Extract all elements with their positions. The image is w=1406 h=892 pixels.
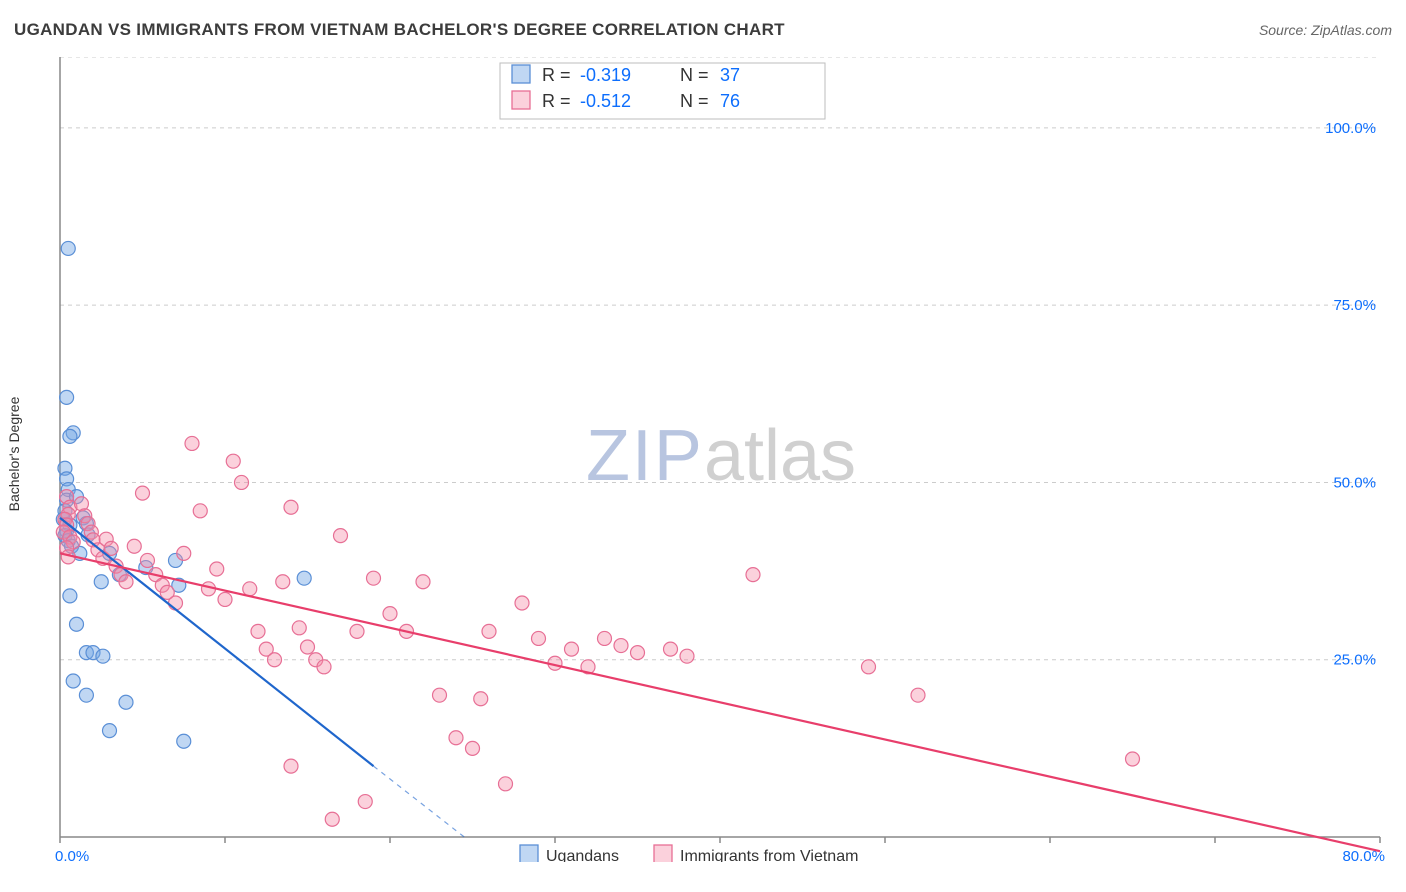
svg-text:0.0%: 0.0% — [55, 848, 89, 862]
data-point — [350, 624, 364, 638]
data-point — [631, 646, 645, 660]
data-point — [284, 759, 298, 773]
data-point — [235, 475, 249, 489]
data-point — [119, 575, 133, 589]
svg-text:N =: N = — [680, 65, 709, 85]
scatter-chart: 0.0%80.0%25.0%50.0%75.0%100.0%R =-0.319N… — [50, 57, 1392, 862]
data-point — [565, 642, 579, 656]
data-point — [334, 529, 348, 543]
data-point — [63, 589, 77, 603]
data-point — [79, 688, 93, 702]
data-point — [103, 724, 117, 738]
data-point — [127, 539, 141, 553]
data-point — [358, 795, 372, 809]
data-point — [268, 653, 282, 667]
trend-line — [60, 553, 1380, 851]
data-point — [284, 500, 298, 514]
svg-text:75.0%: 75.0% — [1333, 297, 1376, 314]
data-point — [292, 621, 306, 635]
data-point — [532, 631, 546, 645]
data-point — [297, 571, 311, 585]
data-point — [61, 241, 75, 255]
y-axis-label: Bachelor's Degree — [6, 397, 22, 512]
data-point — [119, 695, 133, 709]
data-point — [317, 660, 331, 674]
data-point — [746, 568, 760, 582]
data-point — [862, 660, 876, 674]
svg-text:R =: R = — [542, 91, 571, 111]
data-point — [482, 624, 496, 638]
data-point — [66, 674, 80, 688]
svg-text:-0.319: -0.319 — [580, 65, 631, 85]
data-point — [301, 640, 315, 654]
data-point — [664, 642, 678, 656]
data-point — [367, 571, 381, 585]
svg-text:25.0%: 25.0% — [1333, 652, 1376, 669]
legend-label: Ugandans — [546, 848, 619, 862]
data-point — [193, 504, 207, 518]
chart-container: ZIPatlas 0.0%80.0%25.0%50.0%75.0%100.0%R… — [50, 57, 1392, 862]
data-point — [177, 734, 191, 748]
data-point — [251, 624, 265, 638]
data-point — [210, 562, 224, 576]
data-point — [598, 631, 612, 645]
data-point — [63, 429, 77, 443]
legend-swatch — [520, 845, 538, 862]
svg-text:50.0%: 50.0% — [1333, 474, 1376, 491]
data-point — [449, 731, 463, 745]
data-point — [226, 454, 240, 468]
data-point — [94, 575, 108, 589]
data-point — [140, 553, 154, 567]
data-point — [416, 575, 430, 589]
trend-line-extrapolated — [374, 766, 465, 837]
data-point — [474, 692, 488, 706]
svg-text:R =: R = — [542, 65, 571, 85]
data-point — [243, 582, 257, 596]
data-point — [60, 390, 74, 404]
data-point — [911, 688, 925, 702]
svg-text:N =: N = — [680, 91, 709, 111]
data-point — [614, 639, 628, 653]
legend-label: Immigrants from Vietnam — [680, 848, 858, 862]
data-point — [136, 486, 150, 500]
legend-swatch — [654, 845, 672, 862]
chart-source: Source: ZipAtlas.com — [1259, 22, 1392, 38]
data-point — [433, 688, 447, 702]
svg-text:76: 76 — [720, 91, 740, 111]
data-point — [218, 592, 232, 606]
data-point — [276, 575, 290, 589]
svg-text:100.0%: 100.0% — [1325, 120, 1376, 137]
svg-text:-0.512: -0.512 — [580, 91, 631, 111]
chart-header: UGANDAN VS IMMIGRANTS FROM VIETNAM BACHE… — [14, 20, 1392, 40]
legend-swatch — [512, 65, 530, 83]
data-point — [680, 649, 694, 663]
data-point — [185, 436, 199, 450]
data-point — [96, 649, 110, 663]
data-point — [325, 812, 339, 826]
data-point — [383, 607, 397, 621]
data-point — [169, 596, 183, 610]
data-point — [70, 617, 84, 631]
data-point — [515, 596, 529, 610]
data-point — [466, 741, 480, 755]
svg-text:37: 37 — [720, 65, 740, 85]
data-point — [177, 546, 191, 560]
data-point — [1126, 752, 1140, 766]
chart-title: UGANDAN VS IMMIGRANTS FROM VIETNAM BACHE… — [14, 20, 785, 40]
data-point — [499, 777, 513, 791]
legend-swatch — [512, 91, 530, 109]
